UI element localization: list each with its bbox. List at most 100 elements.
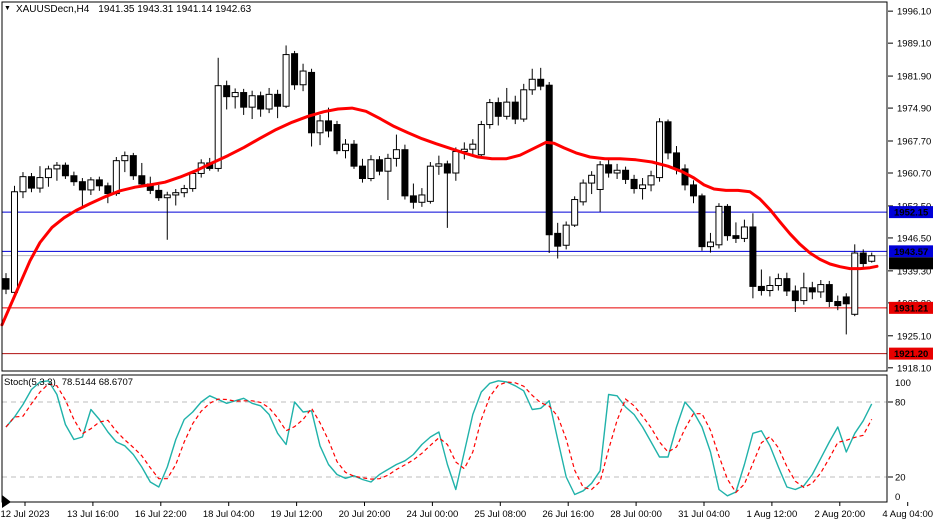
candle	[681, 164, 689, 191]
candle	[791, 285, 799, 313]
candle-body	[401, 149, 409, 197]
candle-body	[639, 184, 647, 190]
candle	[104, 182, 112, 204]
candle-body	[605, 164, 613, 174]
candle	[868, 252, 876, 263]
candle	[2, 273, 10, 295]
candle	[384, 153, 392, 200]
price-tick-label: 1918.10	[897, 363, 931, 374]
stoch-plot-area[interactable]	[2, 375, 887, 502]
main-chart-border	[1, 1, 888, 372]
time-tick-label: 4 Aug 04:00	[882, 509, 933, 520]
candle-body	[715, 205, 723, 246]
candle-body	[851, 252, 859, 315]
price-tick-label: 1974.90	[897, 104, 931, 115]
candle	[367, 155, 375, 182]
candle-body	[248, 95, 256, 108]
candle-body	[452, 151, 460, 174]
stoch-axis-ticks: 100 80 20 0	[888, 378, 911, 503]
price-badge: 1921.20	[889, 347, 933, 360]
candle-body	[613, 169, 621, 174]
candle-body	[231, 92, 239, 98]
time-tick-label: 18 Jul 04:00	[203, 509, 255, 520]
candle	[622, 166, 630, 184]
candle-body	[155, 189, 163, 199]
candle-body	[36, 177, 44, 189]
candle	[333, 120, 341, 155]
time-axis-area[interactable]	[2, 503, 888, 525]
ma-line	[0, 106, 879, 327]
stoch-d-line	[5, 381, 873, 494]
candle	[70, 171, 78, 186]
candle	[10, 185, 18, 298]
time-tick-label: 26 Jul 16:00	[542, 509, 594, 520]
candle-body	[240, 92, 248, 108]
candle-body	[138, 175, 146, 185]
candle	[95, 176, 103, 191]
candle	[588, 171, 596, 195]
price-tick-label: 1996.10	[897, 7, 931, 18]
candle	[469, 139, 477, 156]
candle	[757, 269, 765, 296]
ma-line-layer	[0, 106, 879, 327]
candle	[325, 107, 333, 138]
candle-body	[477, 124, 485, 156]
candle-body	[723, 205, 731, 237]
price-badge-bg	[889, 347, 933, 360]
candle	[503, 87, 511, 120]
symbol-dropdown-icon[interactable]: ▼	[4, 5, 11, 12]
candle-body	[706, 241, 714, 248]
candle-body	[426, 165, 434, 202]
stoch-indicator-label: Stoch(5,3,3) 78.5144 68.6707	[4, 377, 133, 388]
candle-body	[681, 168, 689, 186]
candle-body	[562, 224, 570, 246]
candle	[859, 249, 867, 269]
candle-body	[486, 102, 494, 126]
price-tick-label: 1989.10	[897, 39, 931, 50]
candle-body	[859, 252, 867, 265]
candle	[749, 213, 757, 299]
candle	[613, 163, 621, 179]
candle-body	[342, 143, 349, 152]
candle-body	[783, 278, 791, 292]
time-tick-label: 25 Jul 08:00	[474, 509, 526, 520]
candle	[282, 45, 290, 109]
candle	[511, 95, 519, 125]
price-badge: 1931.21	[889, 301, 933, 314]
candle-body	[325, 120, 333, 132]
candle-body	[800, 287, 808, 302]
candle-body	[299, 70, 307, 86]
main-chart-frame	[1, 1, 888, 372]
time-tick-label: 24 Jul 00:00	[407, 509, 459, 520]
candle-body	[257, 95, 265, 110]
candle-body	[44, 168, 52, 179]
price-badge-label: 1943.57	[894, 247, 928, 258]
candle	[554, 222, 562, 259]
candle-body	[579, 182, 587, 203]
candle	[817, 280, 825, 298]
price-badge-bg	[889, 245, 933, 258]
candle-body	[435, 163, 443, 167]
candle	[27, 173, 35, 193]
candle-body	[95, 179, 103, 187]
candle	[605, 159, 613, 178]
candle-body	[825, 284, 833, 302]
price-tick-label: 1939.30	[897, 266, 931, 277]
price-tick-label: 1925.10	[897, 331, 931, 342]
candle	[401, 144, 409, 200]
price-badge-bg	[889, 257, 933, 270]
candle	[656, 118, 664, 182]
mouse-cursor	[2, 495, 11, 508]
candle	[44, 165, 52, 187]
candle	[53, 162, 61, 181]
candle-body	[172, 192, 180, 196]
candle	[783, 272, 791, 297]
stoch-frame	[1, 374, 888, 503]
candle	[163, 191, 171, 240]
symbol-period-label: XAUUSDecn,H4	[15, 4, 90, 15]
time-tick-label: 16 Jul 22:00	[135, 509, 187, 520]
candle	[715, 203, 723, 249]
candle	[596, 161, 604, 212]
stoch-tick-label: 100	[895, 378, 911, 389]
candle	[562, 221, 570, 250]
